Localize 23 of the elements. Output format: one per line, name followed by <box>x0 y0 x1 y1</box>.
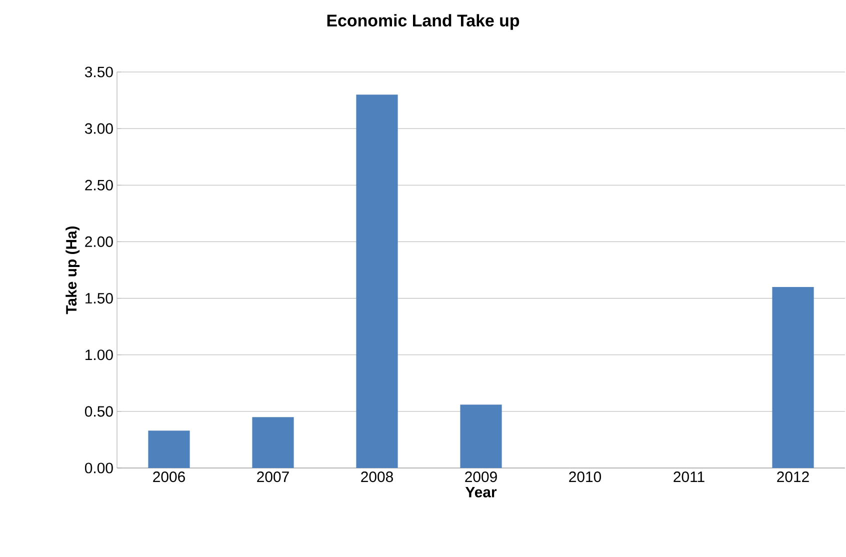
x-tick-label: 2006 <box>153 472 185 482</box>
bar <box>252 417 294 468</box>
chart-title: Economic Land Take up <box>327 14 520 30</box>
y-axis-title: Take up (Ha) <box>66 226 80 314</box>
y-tick-label: 2.50 <box>85 180 113 190</box>
bar <box>148 430 190 468</box>
bar <box>460 404 502 468</box>
y-tick-label: 0.00 <box>84 462 113 474</box>
x-tick-label: 2011 <box>674 472 704 482</box>
bar <box>356 94 398 468</box>
x-tick-label: 2008 <box>361 472 393 482</box>
y-tick-label: 1.50 <box>86 292 113 304</box>
y-tick-label: 2.00 <box>85 236 113 247</box>
y-tick-label: 3.00 <box>84 123 113 134</box>
x-tick-label: 2007 <box>257 472 289 482</box>
x-tick-label: 2009 <box>465 472 497 482</box>
x-tick-label: 2010 <box>569 472 602 482</box>
x-axis-title: Year <box>465 486 497 498</box>
bar <box>772 286 814 468</box>
y-tick-label: 0.50 <box>84 406 113 417</box>
x-tick-label: 2012 <box>777 472 809 482</box>
y-tick-label: 3.50 <box>84 66 113 78</box>
y-tick-label: 1.00 <box>86 350 113 360</box>
